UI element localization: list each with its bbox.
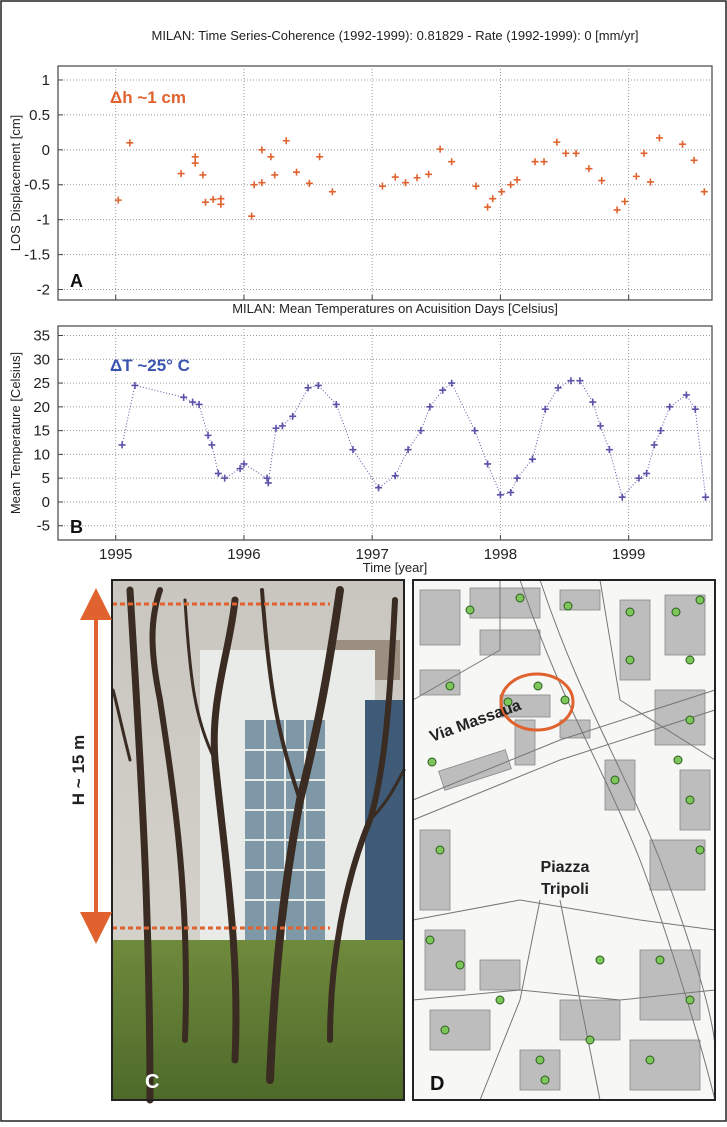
x-tick-label: 1999	[612, 546, 645, 563]
map-panel: Via Massaua Piazza Tripoli D	[413, 580, 715, 1100]
y-tick-label: 5	[42, 470, 50, 487]
y-tick-label: -5	[37, 518, 50, 535]
y-tick-label: 30	[33, 351, 50, 368]
y-tick-label: 35	[33, 328, 50, 345]
figure: H ~ 15 m C	[0, 0, 727, 1122]
page: H ~ 15 m C	[0, 0, 727, 1122]
y-tick-label: 0	[42, 494, 50, 511]
panel-label: C	[145, 1071, 159, 1093]
y-tick-label: 20	[33, 399, 50, 416]
panel-label: D	[430, 1073, 444, 1095]
panel-label: A	[70, 271, 83, 291]
chart-title: MILAN: Mean Temperatures on Acuisition D…	[232, 301, 558, 316]
y-tick-label: 25	[33, 375, 50, 392]
square-label: Tripoli	[541, 881, 589, 898]
annotation: Δh ~1 cm	[110, 88, 186, 107]
y-axis-label: Mean Temperature [Celsius]	[8, 352, 23, 514]
x-tick-label: 1996	[227, 546, 260, 563]
y-tick-label: 10	[33, 446, 50, 463]
annotation: ΔT ~25° C	[110, 356, 190, 375]
panel-label: B	[70, 517, 83, 537]
chart-title: MILAN: Time Series-Coherence (1992-1999)…	[151, 28, 638, 43]
y-tick-label: -0.5	[24, 177, 50, 194]
height-label: H ~ 15 m	[69, 735, 88, 805]
y-tick-label: -1	[37, 212, 50, 229]
y-tick-label: -2	[37, 282, 50, 299]
square-label: Piazza	[541, 859, 590, 876]
y-tick-label: 0	[42, 142, 50, 159]
y-tick-label: 1	[42, 72, 50, 89]
x-axis-label: Time [year]	[363, 560, 428, 575]
photo-panel: H ~ 15 m C	[69, 580, 404, 1100]
y-axis-label: LOS Displacement [cm]	[8, 115, 23, 252]
y-tick-label: -1.5	[24, 247, 50, 264]
y-tick-label: 15	[33, 423, 50, 440]
x-tick-label: 1998	[484, 546, 517, 563]
y-tick-label: 0.5	[29, 107, 50, 124]
x-tick-label: 1995	[99, 546, 132, 563]
